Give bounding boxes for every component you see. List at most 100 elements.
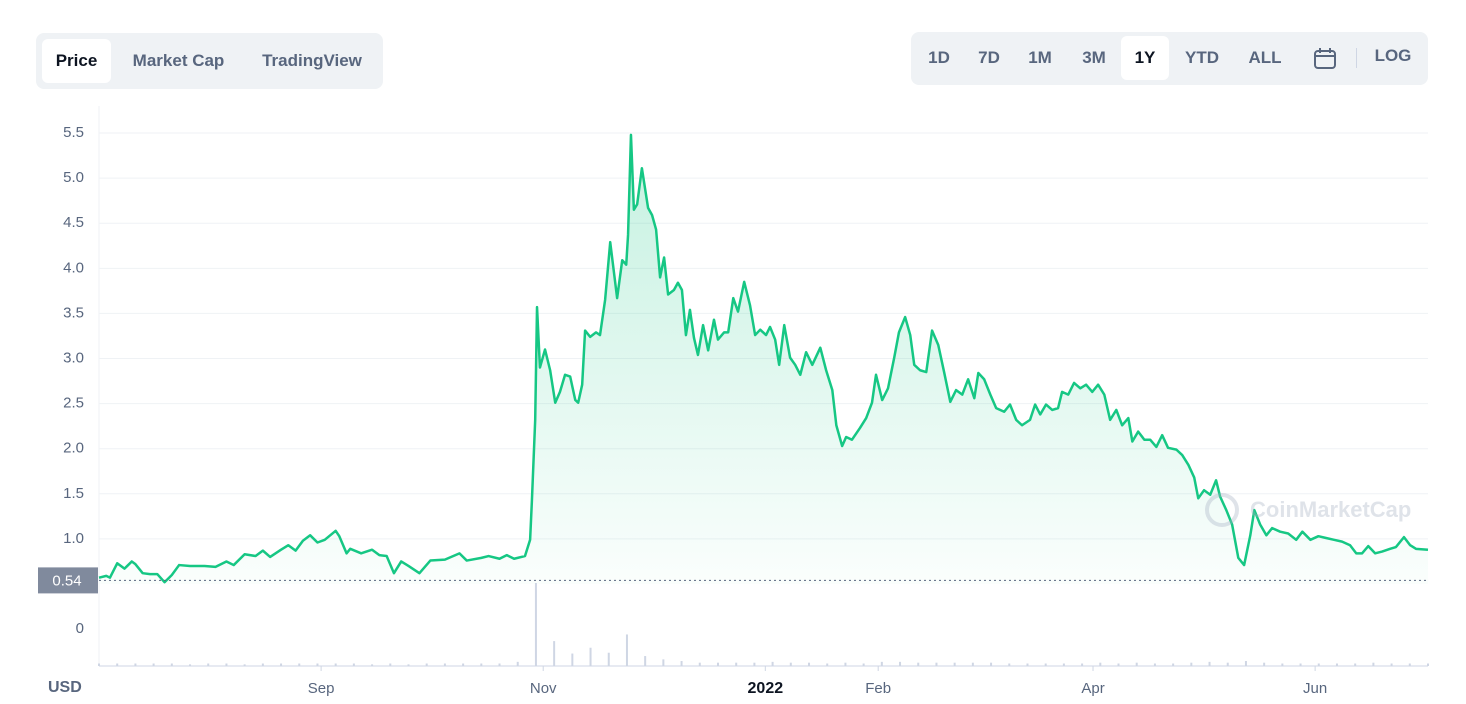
volume-bar <box>1099 662 1102 666</box>
y-tick-label: 3.0 <box>63 349 84 366</box>
watermark-text: CoinMarketCap <box>1250 497 1411 522</box>
tab-tradingview[interactable]: TradingView <box>262 51 362 70</box>
volume-bar <box>753 662 756 666</box>
separator <box>1356 48 1357 68</box>
volume-bar <box>462 663 465 666</box>
y-tick-label: 3.5 <box>63 304 84 321</box>
range-1y[interactable]: 1Y <box>1121 36 1169 80</box>
volume-bar <box>1427 663 1429 666</box>
volume-bar <box>1172 663 1175 666</box>
volume-bar <box>189 664 192 666</box>
volume-bar <box>280 663 283 666</box>
y-tick-label: 1.5 <box>63 485 84 502</box>
volume-bar <box>98 663 100 666</box>
volume-bar <box>1408 663 1411 666</box>
volume-bar <box>371 664 374 666</box>
x-tick-label: Nov <box>530 680 557 697</box>
volume-bar <box>298 663 301 666</box>
volume-bar <box>844 662 847 666</box>
volume-bar <box>534 583 537 666</box>
y-tick-label: 2.0 <box>63 440 84 457</box>
volume-bar <box>880 661 883 666</box>
x-tick-label: Apr <box>1081 680 1104 697</box>
price-area <box>99 134 1428 585</box>
volume-bar <box>170 663 173 666</box>
range-1d[interactable]: 1D <box>928 48 950 67</box>
tab-market-cap[interactable]: Market Cap <box>132 51 225 70</box>
x-tick-label: Jun <box>1303 680 1327 697</box>
volume-bar <box>1299 663 1302 666</box>
volume-bar <box>1135 662 1138 666</box>
volume-bar <box>716 662 719 666</box>
price-marker-box <box>38 567 98 594</box>
range-selector: 1D 7D 1M 3M 1Y YTD ALL LOG <box>911 32 1428 85</box>
volume-bar <box>1226 662 1229 666</box>
volume-bar <box>698 662 701 666</box>
range-3m[interactable]: 3M <box>1082 48 1106 67</box>
volume-bar <box>225 663 228 666</box>
price-marker-label: 0.54 <box>52 572 81 589</box>
y-tick-label: 5.0 <box>63 169 84 186</box>
calendar-button[interactable] <box>1313 47 1337 71</box>
volume-bar <box>826 663 829 666</box>
volume-bar <box>1244 661 1247 666</box>
volume-bar <box>589 647 592 666</box>
volume-bar <box>516 661 519 666</box>
volume-bar <box>389 663 392 666</box>
y-tick-label: 5.5 <box>63 124 84 141</box>
volume-bar <box>207 663 210 666</box>
volume-bar <box>1026 663 1029 666</box>
volume-bar <box>334 663 337 666</box>
x-tick-label: Feb <box>865 680 891 697</box>
volume-bar <box>480 663 483 666</box>
volume-bar <box>808 662 811 666</box>
volume-tick-label: 0 <box>76 620 84 637</box>
volume-bar <box>607 652 610 666</box>
range-ytd[interactable]: YTD <box>1185 48 1219 67</box>
volume-bar <box>935 662 938 666</box>
volume-bar <box>953 662 956 666</box>
range-1m[interactable]: 1M <box>1028 48 1052 67</box>
calendar-icon <box>1314 48 1336 69</box>
volume-bar <box>917 662 920 666</box>
volume-bar <box>1208 661 1211 666</box>
range-7d[interactable]: 7D <box>978 48 1000 67</box>
volume-bar <box>680 661 683 666</box>
volume-bar <box>443 663 446 666</box>
volume-bar <box>1008 663 1011 666</box>
volume-bar <box>407 664 410 666</box>
volume-bar <box>134 663 137 666</box>
y-tick-label: 4.5 <box>63 214 84 231</box>
volume-bar <box>735 662 738 666</box>
y-tick-label: 4.0 <box>63 259 84 276</box>
chart-tabs: Price Market Cap TradingView <box>36 33 383 89</box>
volume-bar <box>425 663 428 666</box>
tab-price[interactable]: Price <box>42 39 111 83</box>
volume-bar <box>243 664 246 666</box>
volume-bar <box>1281 663 1284 666</box>
volume-bar <box>152 663 155 666</box>
volume-bar <box>352 663 355 666</box>
volume-bar <box>1044 663 1047 666</box>
volume-bar <box>771 661 774 666</box>
range-all[interactable]: ALL <box>1248 48 1282 67</box>
volume-bar <box>1317 663 1320 666</box>
volume-bar <box>1372 662 1375 666</box>
currency-label: USD <box>48 679 82 696</box>
volume-bar <box>625 634 628 666</box>
price-line <box>98 133 1429 584</box>
volume-bar <box>990 662 993 666</box>
y-tick-label: 1.0 <box>63 530 84 547</box>
volume-bar <box>116 663 119 666</box>
volume-bar <box>644 656 647 666</box>
volume-bar <box>1081 663 1084 666</box>
y-tick-label: 2.5 <box>63 395 84 412</box>
volume-bar <box>1263 662 1266 666</box>
log-toggle[interactable]: LOG <box>1374 46 1412 65</box>
x-tick-label: 2022 <box>748 680 784 697</box>
volume-bar <box>789 662 792 666</box>
volume-bar <box>662 659 665 666</box>
volume-bar <box>1117 663 1120 666</box>
